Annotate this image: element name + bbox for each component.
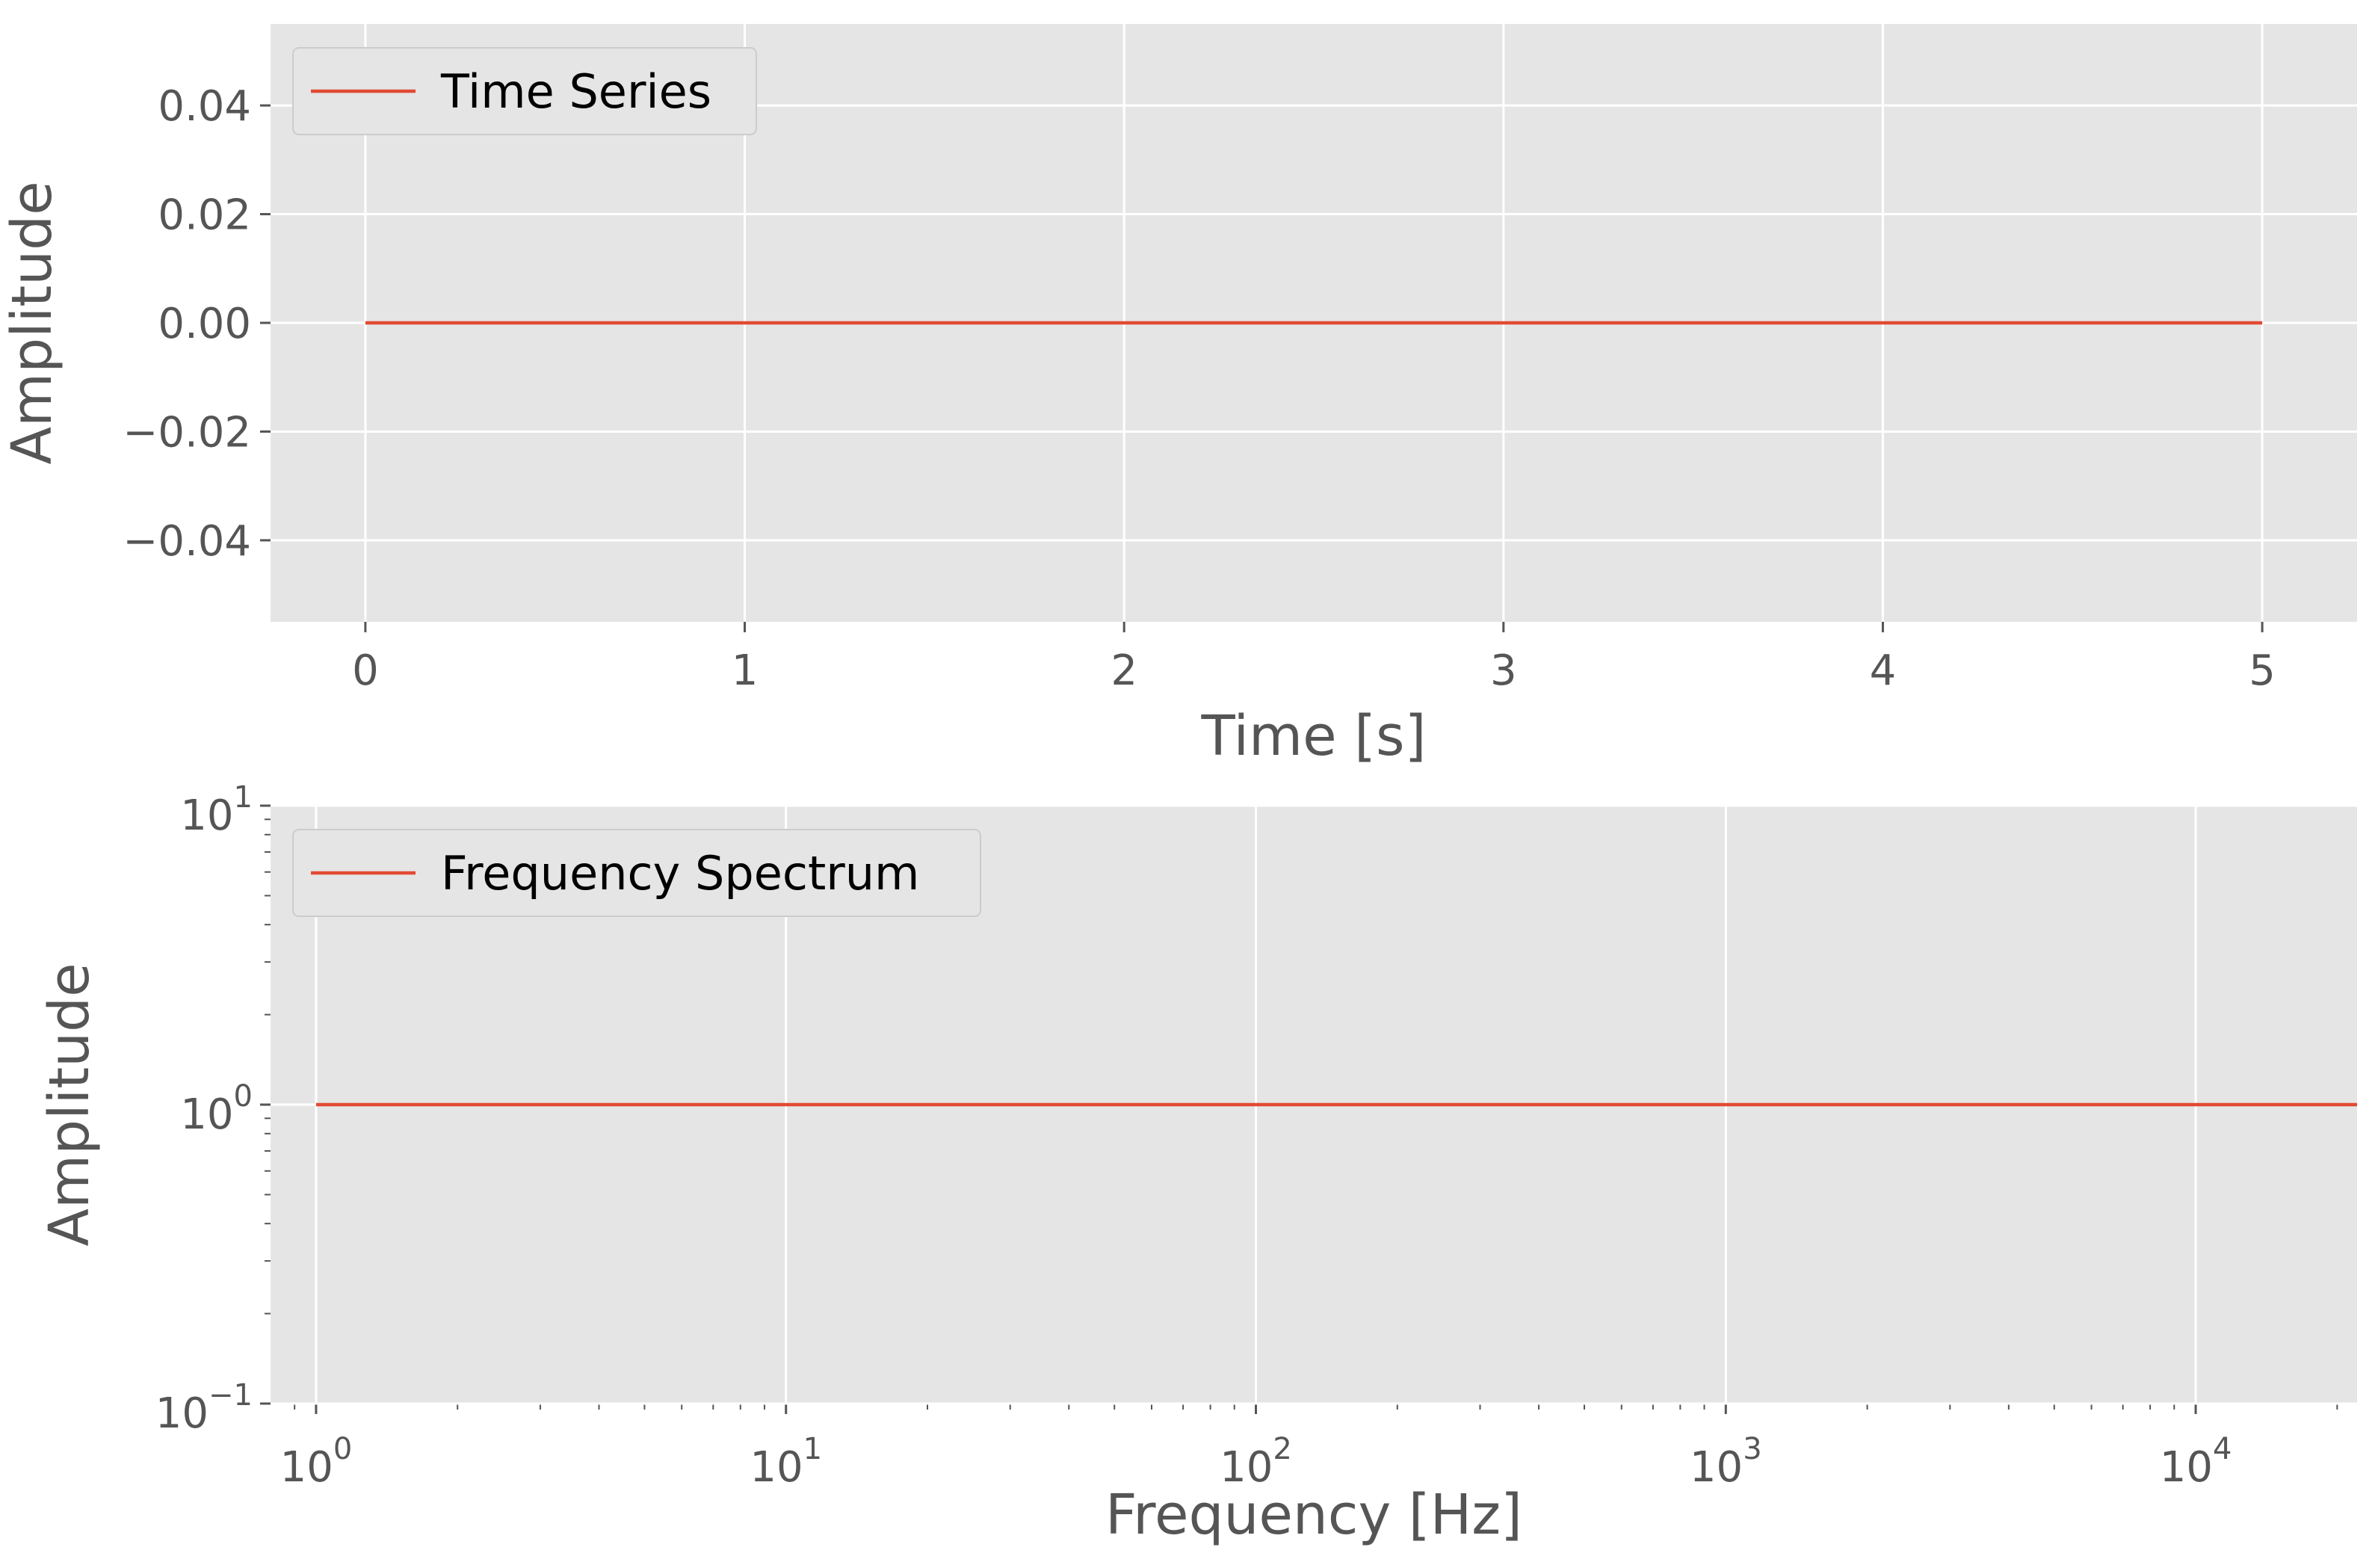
- x-tick-label: 103: [1690, 1432, 1762, 1492]
- x-tick-label-base: 10: [1690, 1443, 1743, 1492]
- x-tick-label-base: 10: [1220, 1443, 1273, 1492]
- legend: Frequency Spectrum: [292, 829, 981, 917]
- x-tick-label-base: 10: [2160, 1443, 2213, 1492]
- legend-box: [292, 829, 981, 917]
- y-tick-label-exponent: 1: [234, 780, 253, 815]
- y-tick-label: 10−1: [155, 1378, 253, 1438]
- x-tick-label-exponent: 3: [1743, 1432, 1761, 1466]
- legend-box: [292, 47, 757, 135]
- y-tick-label: 100: [180, 1079, 253, 1139]
- y-tick-label-base: 10: [155, 1389, 209, 1438]
- y-tick-label-exponent: 0: [234, 1079, 253, 1114]
- x-tick-label-base: 10: [750, 1443, 803, 1492]
- x-tick-label: 3: [1490, 646, 1517, 695]
- x-tick-label-exponent: 2: [1273, 1432, 1291, 1466]
- y-tick-label: 101: [180, 780, 253, 840]
- x-tick-label: 102: [1220, 1432, 1292, 1492]
- y-tick-label: 0.04: [158, 82, 251, 131]
- y-tick-label: 0.02: [158, 191, 251, 240]
- y-tick-label-base: 10: [180, 791, 233, 840]
- legend-label: Frequency Spectrum: [441, 846, 919, 901]
- x-tick-label-exponent: 1: [803, 1432, 822, 1466]
- y-axis-label: Amplitude: [0, 181, 64, 464]
- time-series-panel: 0 1 2 3 4 5 0.04 0.02 0.00 −0.02 −0.04 Time [s] Ampl…: [0, 24, 2357, 768]
- x-tick-label-base: 10: [280, 1443, 333, 1492]
- x-axis-label: Frequency [Hz]: [1105, 1483, 1522, 1547]
- x-tick-label-exponent: 0: [333, 1432, 352, 1466]
- x-tick-label-exponent: 4: [2213, 1432, 2232, 1466]
- x-tick-label: 104: [2160, 1432, 2232, 1492]
- x-tick-label: 0: [352, 646, 379, 695]
- y-axis-label: Amplitude: [37, 963, 102, 1246]
- x-axis-label: Time [s]: [1201, 704, 1427, 768]
- y-tick-label-base: 10: [180, 1090, 233, 1139]
- x-tick-label: 101: [750, 1432, 822, 1492]
- y-tick-label: −0.02: [123, 408, 251, 457]
- legend-label: Time Series: [440, 64, 711, 119]
- x-tick-label: 2: [1111, 646, 1137, 695]
- legend: Time Series: [292, 47, 757, 135]
- x-tick-label: 1: [732, 646, 759, 695]
- x-tick-label: 100: [280, 1432, 353, 1492]
- x-tick-label: 5: [2249, 646, 2276, 695]
- y-tick-label: −0.04: [123, 517, 251, 566]
- y-tick-label-exponent: −1: [209, 1378, 253, 1413]
- y-tick-label: 0.00: [158, 300, 251, 348]
- x-tick-label: 4: [1870, 646, 1897, 695]
